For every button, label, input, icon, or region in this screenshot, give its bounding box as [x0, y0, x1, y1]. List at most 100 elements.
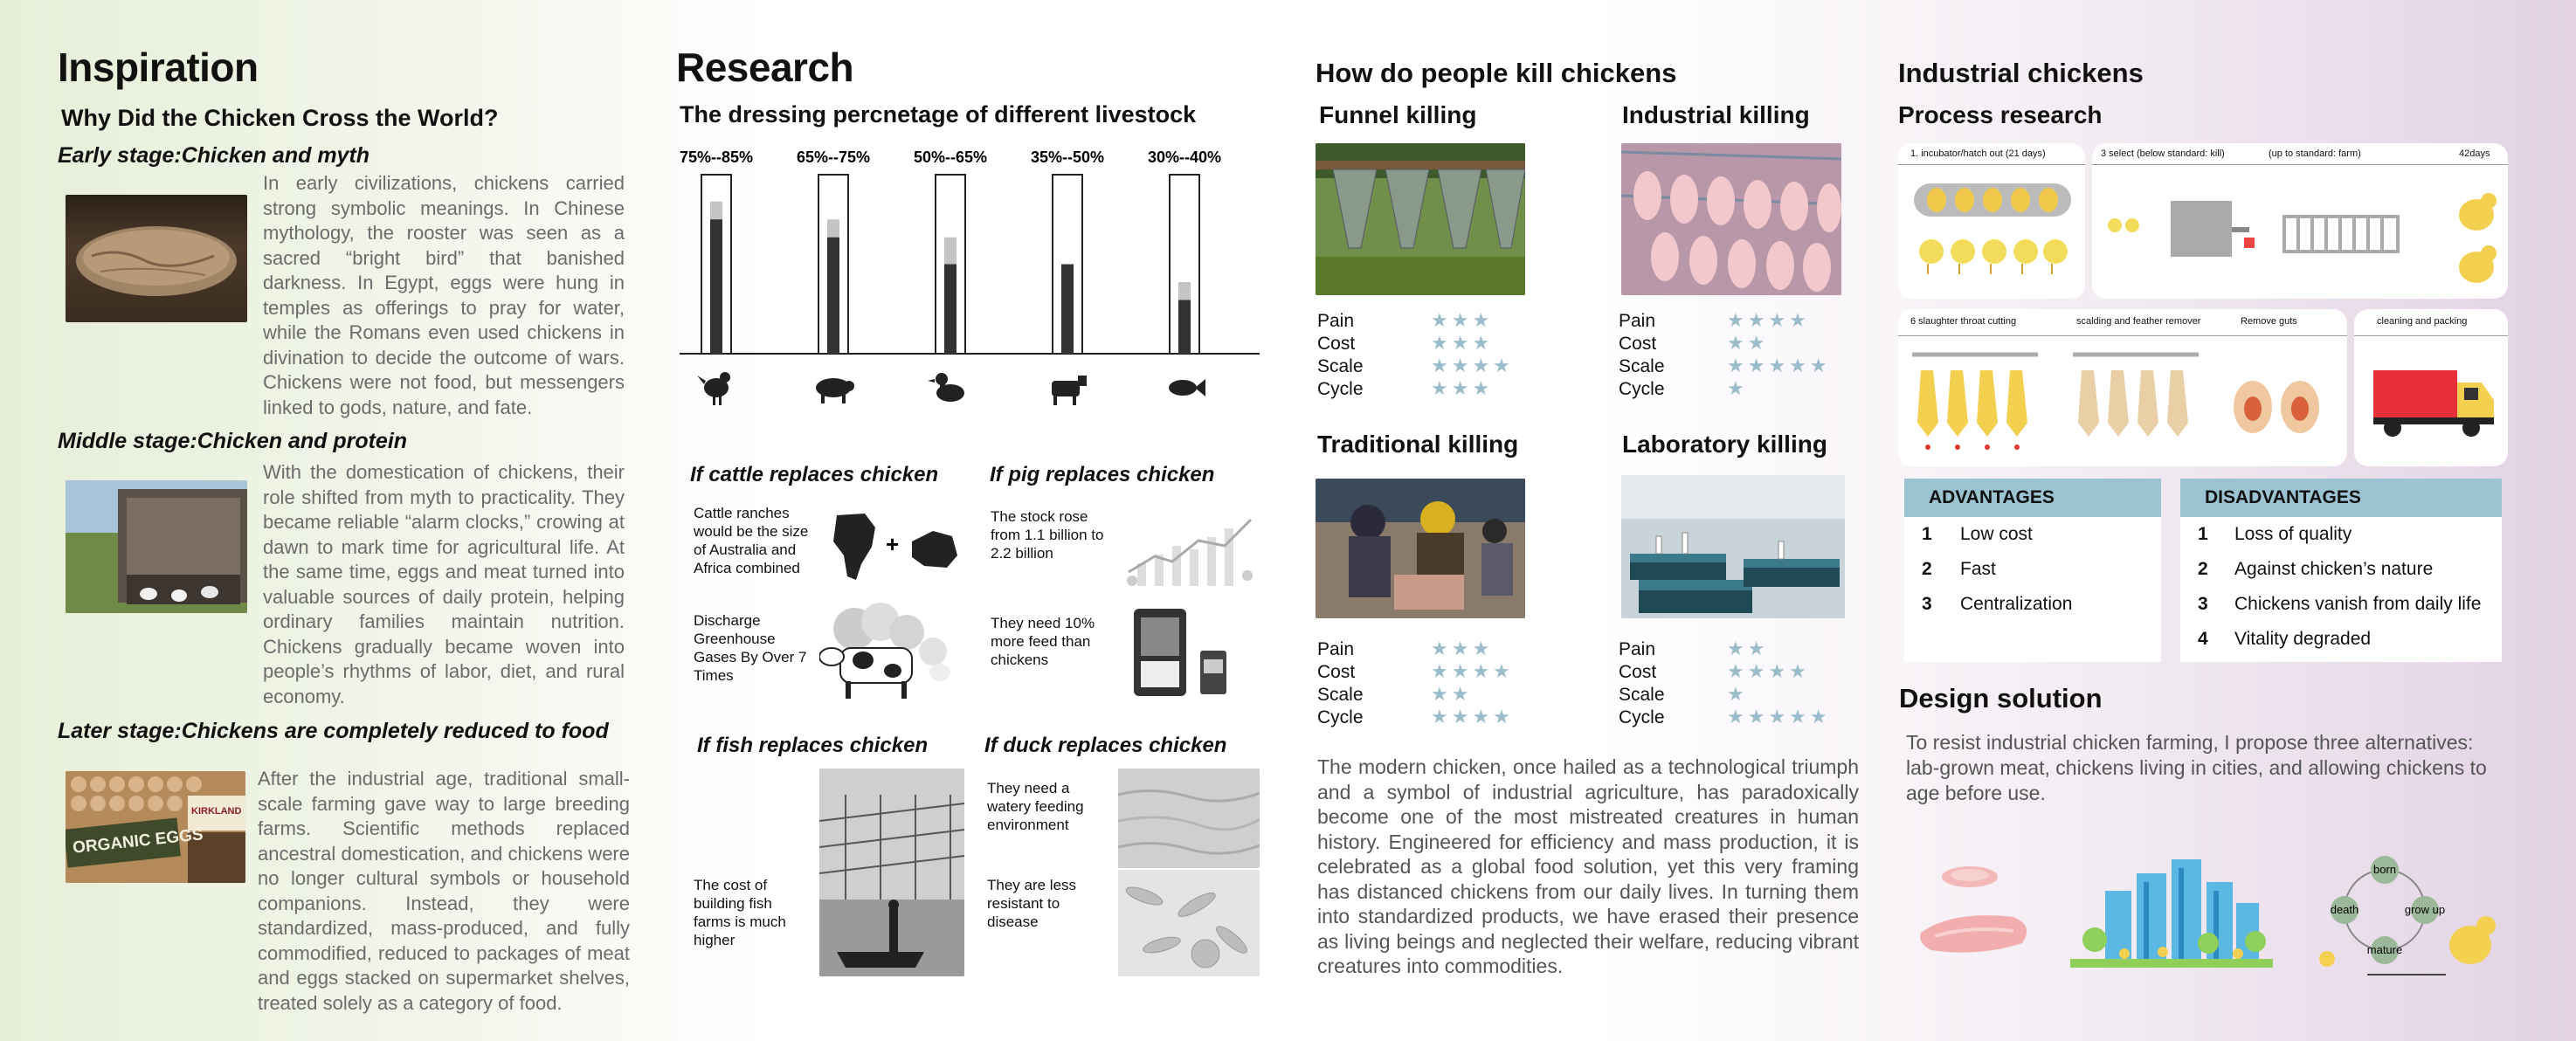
- scale-rating: ★: [1727, 683, 1748, 705]
- design-solution-title: Design solution: [1899, 683, 2103, 714]
- pain-rating: ★★★: [1431, 638, 1494, 659]
- later-stage-heading: Later stage:Chickens are completely redu…: [58, 719, 609, 743]
- feed-bag-icon: [1129, 605, 1233, 706]
- slaughter-card: 6 slaughter throat cutting scalding and …: [1898, 309, 2347, 466]
- advantage-item: Low cost: [1960, 524, 2033, 544]
- cost-rating: ★★: [1727, 332, 1769, 354]
- disadvantage-number: 3: [2198, 594, 2208, 614]
- disadvantage-number: 2: [2198, 559, 2208, 579]
- chicken-icon: [697, 372, 730, 405]
- disadvantage-item: Vitality degraded: [2234, 629, 2372, 649]
- funnel-killing-photo: [1316, 143, 1525, 295]
- packing-card: cleaning and packing: [2354, 309, 2508, 466]
- later-stage-text: After the industrial age, traditional sm…: [258, 768, 630, 1014]
- killing-essay: The modern chicken, once hailed as a tec…: [1317, 755, 1859, 977]
- bar-range-min: [1178, 300, 1191, 354]
- select-step-label: 3 select (below standard: kill): [2101, 148, 2225, 159]
- scalding-step-label: scalding and feather remover: [2076, 316, 2201, 327]
- pig-text-2: They need 10% more feed than chickens: [991, 615, 1095, 668]
- pain-rating: ★★: [1727, 638, 1769, 659]
- cycle-born-label: born: [2373, 863, 2396, 876]
- cost-rating: ★★★★: [1431, 660, 1514, 682]
- disadvantages-header: DISADVANTAGES: [2180, 479, 2502, 517]
- life-cycle-diagram: born grow up mature death: [2319, 856, 2496, 976]
- advantage-item: Fast: [1960, 559, 1996, 579]
- scale-label: Scale: [1317, 356, 1364, 376]
- pain-label: Pain: [1619, 311, 1656, 331]
- select-card: 3 select (below standard: kill) (up to s…: [2092, 143, 2508, 299]
- advantages-list: 1 Low cost 2 Fast 3 Centralization: [1904, 517, 2161, 662]
- barn-chickens-photo: [66, 480, 247, 613]
- select-farm-label: (up to standard: farm): [2269, 148, 2361, 159]
- lab-grown-meat-icon: [1920, 866, 2027, 953]
- disadvantage-item: Chickens vanish from daily life: [2234, 594, 2482, 614]
- funnel-killing-title: Funnel killing: [1319, 101, 1477, 128]
- cost-rating: ★★★★: [1727, 660, 1810, 682]
- laboratory-killing-title: Laboratory killing: [1622, 431, 1827, 458]
- pig-scenario-title: If pig replaces chicken: [990, 463, 1215, 486]
- svg-text:+: +: [886, 531, 899, 557]
- inspiration-title: Inspiration: [58, 45, 259, 90]
- africa-australia-map-icon: +: [821, 507, 961, 589]
- middle-stage-heading: Middle stage:Chicken and protein: [58, 429, 408, 453]
- fish-scenario-title: If fish replaces chicken: [697, 734, 929, 757]
- research-title: Research: [676, 45, 854, 90]
- pig-icon: [816, 378, 854, 403]
- cycle-death-label: death: [2331, 903, 2359, 916]
- incubator-card: 1. incubator/hatch out (21 days): [1898, 143, 2085, 299]
- cattle-text-2: Discharge Greenhouse Gases By Over 7 Tim…: [694, 612, 807, 684]
- disadvantage-item: Against chicken’s nature: [2234, 559, 2434, 579]
- bar-range-min: [827, 237, 839, 354]
- disadvantages-list: 1 Loss of quality 2 Against chicken’s na…: [2180, 517, 2502, 662]
- middle-stage-text: With the domestication of chickens, thei…: [263, 461, 625, 707]
- duck-scenario-title: If duck replaces chicken: [984, 734, 1227, 757]
- pain-label: Pain: [1619, 639, 1656, 659]
- chart-title: The dressing percnetage of different liv…: [680, 101, 1197, 128]
- cycle-label: Cycle: [1619, 379, 1665, 399]
- duck-icon: [928, 373, 964, 402]
- bar-range-min: [710, 219, 722, 354]
- cycle-label: Cycle: [1317, 379, 1364, 399]
- disadvantage-item: Loss of quality: [2234, 524, 2352, 544]
- growth-chart-icon: [1120, 511, 1260, 596]
- bar-range-min: [944, 264, 957, 354]
- clay-relic-photo: [66, 195, 247, 322]
- early-stage-heading: Early stage:Chicken and myth: [58, 143, 370, 168]
- city-chickens-icon: [2070, 859, 2273, 968]
- delivery-truck-icon: [2373, 370, 2494, 437]
- organic-eggs-photo: ORGANIC EGGS KIRKLAND: [66, 771, 245, 883]
- scale-rating: ★★★★★: [1727, 355, 1831, 376]
- disadvantage-number: 4: [2198, 629, 2208, 649]
- duck-text-2: They are less resistant to disease: [987, 877, 1077, 930]
- pain-label: Pain: [1317, 639, 1355, 659]
- advantage-number: 1: [1922, 524, 1932, 544]
- fish-icon: [1169, 379, 1205, 396]
- scale-label: Scale: [1619, 356, 1665, 376]
- pain-rating: ★★★★: [1727, 309, 1810, 331]
- fish-farm-photo: [819, 769, 964, 976]
- advantage-item: Centralization: [1960, 594, 2073, 614]
- cow-smoke-icon: [818, 603, 959, 712]
- incubator-icon: [1914, 183, 2071, 274]
- scale-rating: ★★★★: [1431, 355, 1514, 376]
- disadvantage-number: 1: [2198, 524, 2208, 544]
- cost-label: Cost: [1619, 662, 1657, 682]
- bacteria-photo: [1118, 870, 1260, 976]
- inspiration-subtitle: Why Did the Chicken Cross the World?: [61, 105, 499, 131]
- water-texture-photo: [1118, 769, 1260, 868]
- category-label: 50%--65%: [914, 148, 987, 166]
- industrial-killing-title: Industrial killing: [1622, 101, 1810, 128]
- cattle-text-1: Cattle ranches would be the size of Aust…: [694, 505, 809, 576]
- cost-rating: ★★★: [1431, 332, 1494, 354]
- killing-title: How do people kill chickens: [1316, 58, 1677, 88]
- select-farm-icon: [2108, 193, 2497, 283]
- duck-text-1: They need a watery feeding environment: [987, 780, 1084, 833]
- category-label: 65%--75%: [797, 148, 870, 166]
- cycle-label: Cycle: [1619, 707, 1665, 727]
- industrial-title: Industrial chickens: [1898, 58, 2144, 88]
- fish-text-1: The cost of building fish farms is much …: [694, 877, 786, 948]
- advantage-number: 3: [1922, 594, 1932, 614]
- cost-label: Cost: [1619, 334, 1657, 354]
- cycle-mature-label: mature: [2367, 943, 2402, 956]
- laboratory-photo: [1621, 475, 1845, 618]
